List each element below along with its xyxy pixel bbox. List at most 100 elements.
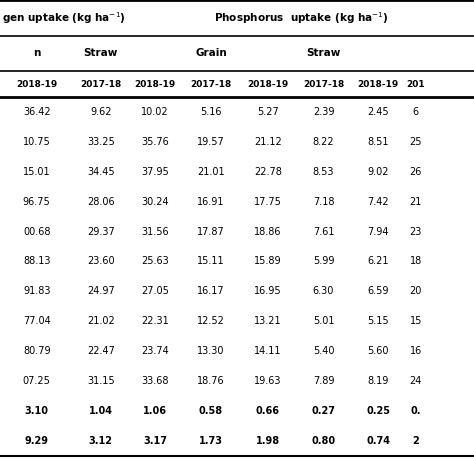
Text: 5.27: 5.27 bbox=[257, 107, 279, 117]
Text: 12.52: 12.52 bbox=[197, 316, 225, 326]
Text: 1.06: 1.06 bbox=[143, 406, 167, 416]
Text: 0.27: 0.27 bbox=[311, 406, 336, 416]
Text: 31.56: 31.56 bbox=[141, 227, 169, 237]
Text: 91.83: 91.83 bbox=[23, 286, 51, 296]
Text: 26: 26 bbox=[410, 167, 422, 177]
Text: 21.01: 21.01 bbox=[197, 167, 225, 177]
Text: 7.89: 7.89 bbox=[313, 376, 334, 386]
Text: 2.39: 2.39 bbox=[313, 107, 334, 117]
Text: gen uptake (kg ha$^{-1}$): gen uptake (kg ha$^{-1}$) bbox=[2, 10, 126, 26]
Text: 201: 201 bbox=[407, 80, 425, 89]
Text: 16.17: 16.17 bbox=[197, 286, 225, 296]
Text: 2018-19: 2018-19 bbox=[357, 80, 399, 89]
Text: 07.25: 07.25 bbox=[23, 376, 51, 386]
Text: 37.95: 37.95 bbox=[141, 167, 169, 177]
Text: 2017-18: 2017-18 bbox=[303, 80, 344, 89]
Text: 5.60: 5.60 bbox=[367, 346, 389, 356]
Text: 1.73: 1.73 bbox=[199, 436, 223, 446]
Text: 6.21: 6.21 bbox=[367, 256, 389, 266]
Text: 33.68: 33.68 bbox=[141, 376, 169, 386]
Text: 8.19: 8.19 bbox=[367, 376, 389, 386]
Text: 17.87: 17.87 bbox=[197, 227, 225, 237]
Text: 96.75: 96.75 bbox=[23, 197, 51, 207]
Text: 24: 24 bbox=[410, 376, 422, 386]
Text: 18.86: 18.86 bbox=[254, 227, 282, 237]
Text: 9.29: 9.29 bbox=[25, 436, 49, 446]
Text: 0.: 0. bbox=[410, 406, 421, 416]
Text: 80.79: 80.79 bbox=[23, 346, 51, 356]
Text: 16: 16 bbox=[410, 346, 422, 356]
Text: 9.62: 9.62 bbox=[90, 107, 111, 117]
Text: 5.99: 5.99 bbox=[313, 256, 334, 266]
Text: 8.51: 8.51 bbox=[367, 137, 389, 147]
Text: 18: 18 bbox=[410, 256, 422, 266]
Text: 15: 15 bbox=[410, 316, 422, 326]
Text: 14.11: 14.11 bbox=[254, 346, 282, 356]
Text: 2: 2 bbox=[412, 436, 419, 446]
Text: 00.68: 00.68 bbox=[23, 227, 51, 237]
Text: 13.30: 13.30 bbox=[197, 346, 225, 356]
Text: 2018-19: 2018-19 bbox=[135, 80, 176, 89]
Text: 0.25: 0.25 bbox=[366, 406, 390, 416]
Text: 22.31: 22.31 bbox=[141, 316, 169, 326]
Text: 35.76: 35.76 bbox=[141, 137, 169, 147]
Text: Straw: Straw bbox=[306, 48, 341, 58]
Text: n: n bbox=[33, 48, 40, 58]
Text: 23.60: 23.60 bbox=[87, 256, 115, 266]
Text: 16.91: 16.91 bbox=[197, 197, 225, 207]
Text: 20: 20 bbox=[410, 286, 422, 296]
Text: 19.57: 19.57 bbox=[197, 137, 225, 147]
Text: 31.15: 31.15 bbox=[87, 376, 115, 386]
Text: 23.74: 23.74 bbox=[141, 346, 169, 356]
Text: 18.76: 18.76 bbox=[197, 376, 225, 386]
Text: 2.45: 2.45 bbox=[367, 107, 389, 117]
Text: 23: 23 bbox=[410, 227, 422, 237]
Text: 21.12: 21.12 bbox=[254, 137, 282, 147]
Text: 3.17: 3.17 bbox=[143, 436, 167, 446]
Text: 15.11: 15.11 bbox=[197, 256, 225, 266]
Text: 0.74: 0.74 bbox=[366, 436, 390, 446]
Text: 29.37: 29.37 bbox=[87, 227, 115, 237]
Text: 16.95: 16.95 bbox=[254, 286, 282, 296]
Text: 21: 21 bbox=[410, 197, 422, 207]
Text: 25: 25 bbox=[410, 137, 422, 147]
Text: 7.18: 7.18 bbox=[313, 197, 334, 207]
Text: 2017-18: 2017-18 bbox=[190, 80, 232, 89]
Text: 8.53: 8.53 bbox=[313, 167, 334, 177]
Text: 1.98: 1.98 bbox=[256, 436, 280, 446]
Text: 15.89: 15.89 bbox=[254, 256, 282, 266]
Text: 77.04: 77.04 bbox=[23, 316, 51, 326]
Text: 3.12: 3.12 bbox=[89, 436, 113, 446]
Text: 27.05: 27.05 bbox=[141, 286, 169, 296]
Text: 34.45: 34.45 bbox=[87, 167, 115, 177]
Text: 2018-19: 2018-19 bbox=[247, 80, 289, 89]
Text: 5.15: 5.15 bbox=[367, 316, 389, 326]
Text: 28.06: 28.06 bbox=[87, 197, 115, 207]
Text: 3.10: 3.10 bbox=[25, 406, 49, 416]
Text: 22.47: 22.47 bbox=[87, 346, 115, 356]
Text: Phosphorus  uptake (kg ha$^{-1}$): Phosphorus uptake (kg ha$^{-1}$) bbox=[214, 10, 388, 26]
Text: 2017-18: 2017-18 bbox=[80, 80, 121, 89]
Text: 7.42: 7.42 bbox=[367, 197, 389, 207]
Text: 24.97: 24.97 bbox=[87, 286, 115, 296]
Text: 19.63: 19.63 bbox=[254, 376, 282, 386]
Text: Grain: Grain bbox=[195, 48, 227, 58]
Text: 5.01: 5.01 bbox=[313, 316, 334, 326]
Text: 17.75: 17.75 bbox=[254, 197, 282, 207]
Text: 30.24: 30.24 bbox=[141, 197, 169, 207]
Text: 15.01: 15.01 bbox=[23, 167, 51, 177]
Text: 21.02: 21.02 bbox=[87, 316, 115, 326]
Text: 5.40: 5.40 bbox=[313, 346, 334, 356]
Text: 6: 6 bbox=[413, 107, 419, 117]
Text: 88.13: 88.13 bbox=[23, 256, 51, 266]
Text: 0.80: 0.80 bbox=[311, 436, 336, 446]
Text: 7.61: 7.61 bbox=[313, 227, 334, 237]
Text: 1.04: 1.04 bbox=[89, 406, 113, 416]
Text: 22.78: 22.78 bbox=[254, 167, 282, 177]
Text: 8.22: 8.22 bbox=[313, 137, 334, 147]
Text: 13.21: 13.21 bbox=[254, 316, 282, 326]
Text: 5.16: 5.16 bbox=[200, 107, 222, 117]
Text: 9.02: 9.02 bbox=[367, 167, 389, 177]
Text: 0.58: 0.58 bbox=[199, 406, 223, 416]
Text: Straw: Straw bbox=[83, 48, 118, 58]
